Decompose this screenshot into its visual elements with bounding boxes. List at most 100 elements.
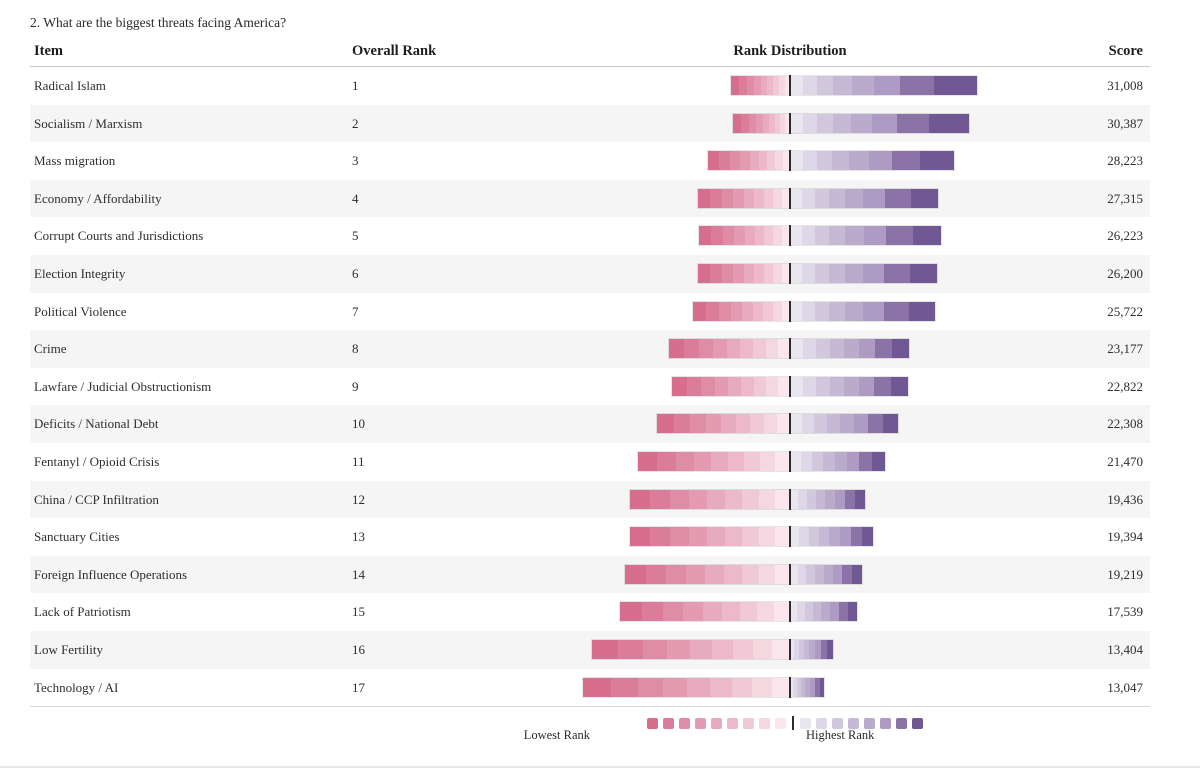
rank-segment xyxy=(842,564,852,584)
score-value: 31,008 xyxy=(1107,78,1143,93)
midpoint-marker xyxy=(789,638,791,660)
rank-segment xyxy=(750,414,764,434)
header-rank-distribution: Rank Distribution xyxy=(733,43,847,59)
rank-segment xyxy=(816,489,825,509)
legend-swatch xyxy=(727,717,738,729)
rank-segment xyxy=(872,451,885,471)
rank-segment xyxy=(821,602,830,622)
rank-segment xyxy=(731,301,742,321)
rank-segment xyxy=(862,527,873,547)
header-score: Score xyxy=(1108,43,1143,59)
rank-segment xyxy=(783,151,790,171)
table-row: Foreign Influence Operations 14 19,219 xyxy=(30,555,1150,594)
item-label: Socialism / Marxism xyxy=(34,115,143,131)
rank-segment xyxy=(802,188,815,208)
rank-segment xyxy=(701,376,715,396)
rank-segment xyxy=(827,414,840,434)
score-value: 17,539 xyxy=(1107,604,1143,620)
rank-segment xyxy=(803,339,816,359)
rank-segment xyxy=(891,376,908,396)
rank-segment xyxy=(625,564,646,584)
table-row: Radical Islam 1 31,008 xyxy=(30,67,1150,105)
rank-segment xyxy=(778,339,790,359)
rank-segment xyxy=(833,113,851,133)
rank-segment xyxy=(744,263,754,283)
rank-segment xyxy=(790,414,802,434)
rank-segment xyxy=(690,639,712,659)
rank-segment xyxy=(670,527,689,547)
rank-segment xyxy=(805,602,813,622)
rank-segment xyxy=(790,451,801,471)
rank-segment xyxy=(852,76,874,95)
rank-segment xyxy=(712,639,733,659)
rank-segment xyxy=(764,188,773,208)
table-row: Political Violence 7 25,722 xyxy=(30,293,1150,331)
table-row: Crime 8 23,177 xyxy=(30,330,1150,368)
rank-segment xyxy=(763,113,769,133)
rank-segment xyxy=(819,527,829,547)
rank-segment xyxy=(790,226,802,246)
rank-segment xyxy=(630,489,650,509)
midpoint-marker xyxy=(789,375,791,397)
rank-segment xyxy=(900,76,934,95)
score-value: 21,470 xyxy=(1107,453,1143,469)
rank-segment xyxy=(803,151,817,171)
rank-segment xyxy=(722,188,733,208)
score-value: 13,047 xyxy=(1107,679,1143,695)
midpoint-marker xyxy=(789,112,791,134)
rank-segment xyxy=(767,151,775,171)
rank-segment xyxy=(707,489,725,509)
rank-segment xyxy=(672,376,687,396)
rank-segment xyxy=(725,489,742,509)
rank-segment xyxy=(840,414,854,434)
rank-segment xyxy=(844,376,859,396)
rank-segment xyxy=(759,564,775,584)
rank-segment xyxy=(845,301,863,321)
rank-segment xyxy=(806,564,815,584)
table-row: Mass migration 3 28,223 xyxy=(30,142,1150,180)
rank-segment xyxy=(740,602,757,622)
rank-segment xyxy=(778,376,790,396)
item-label: Technology / AI xyxy=(34,679,119,695)
rank-segment xyxy=(804,639,809,659)
rank-segment xyxy=(797,677,801,697)
rank-distribution-bar xyxy=(708,151,954,171)
rank-segment xyxy=(885,188,911,208)
question-title: 2. What are the biggest threats facing A… xyxy=(30,15,287,30)
legend-swatch xyxy=(743,717,754,729)
rank-segment xyxy=(772,677,790,697)
table-row: Sanctuary Cities 13 19,394 xyxy=(30,518,1150,556)
rank-segment xyxy=(775,564,790,584)
rank-segment xyxy=(725,527,742,547)
rank-segment xyxy=(754,188,764,208)
rank-segment xyxy=(690,414,706,434)
rank-segment xyxy=(820,677,824,697)
rank-segment xyxy=(618,639,643,659)
legend-swatch xyxy=(896,717,907,729)
rank-segment xyxy=(823,451,835,471)
overall-rank-value: 15 xyxy=(352,604,365,620)
overall-rank-value: 12 xyxy=(352,491,365,507)
rank-segment xyxy=(798,564,806,584)
table-row: Economy / Affordability 4 27,315 xyxy=(30,179,1150,218)
rank-segment xyxy=(829,263,845,283)
rank-segment xyxy=(835,451,847,471)
rank-segment xyxy=(815,263,829,283)
legend-swatch xyxy=(800,717,811,729)
overall-rank-value: 5 xyxy=(352,228,359,244)
rank-segment xyxy=(724,564,742,584)
rank-segment xyxy=(790,527,799,547)
rank-segment xyxy=(913,226,941,246)
rank-segment xyxy=(741,376,754,396)
rank-segment xyxy=(790,639,794,659)
rank-segment xyxy=(815,564,824,584)
rank-segment xyxy=(689,489,707,509)
rank-segment xyxy=(760,451,775,471)
rank-segment xyxy=(797,602,805,622)
rank-distribution-bar xyxy=(583,677,824,697)
rank-segment xyxy=(845,226,864,246)
rank-segment xyxy=(730,151,740,171)
rank-segment xyxy=(807,489,816,509)
rank-segment xyxy=(706,414,721,434)
overall-rank-value: 7 xyxy=(352,303,359,319)
